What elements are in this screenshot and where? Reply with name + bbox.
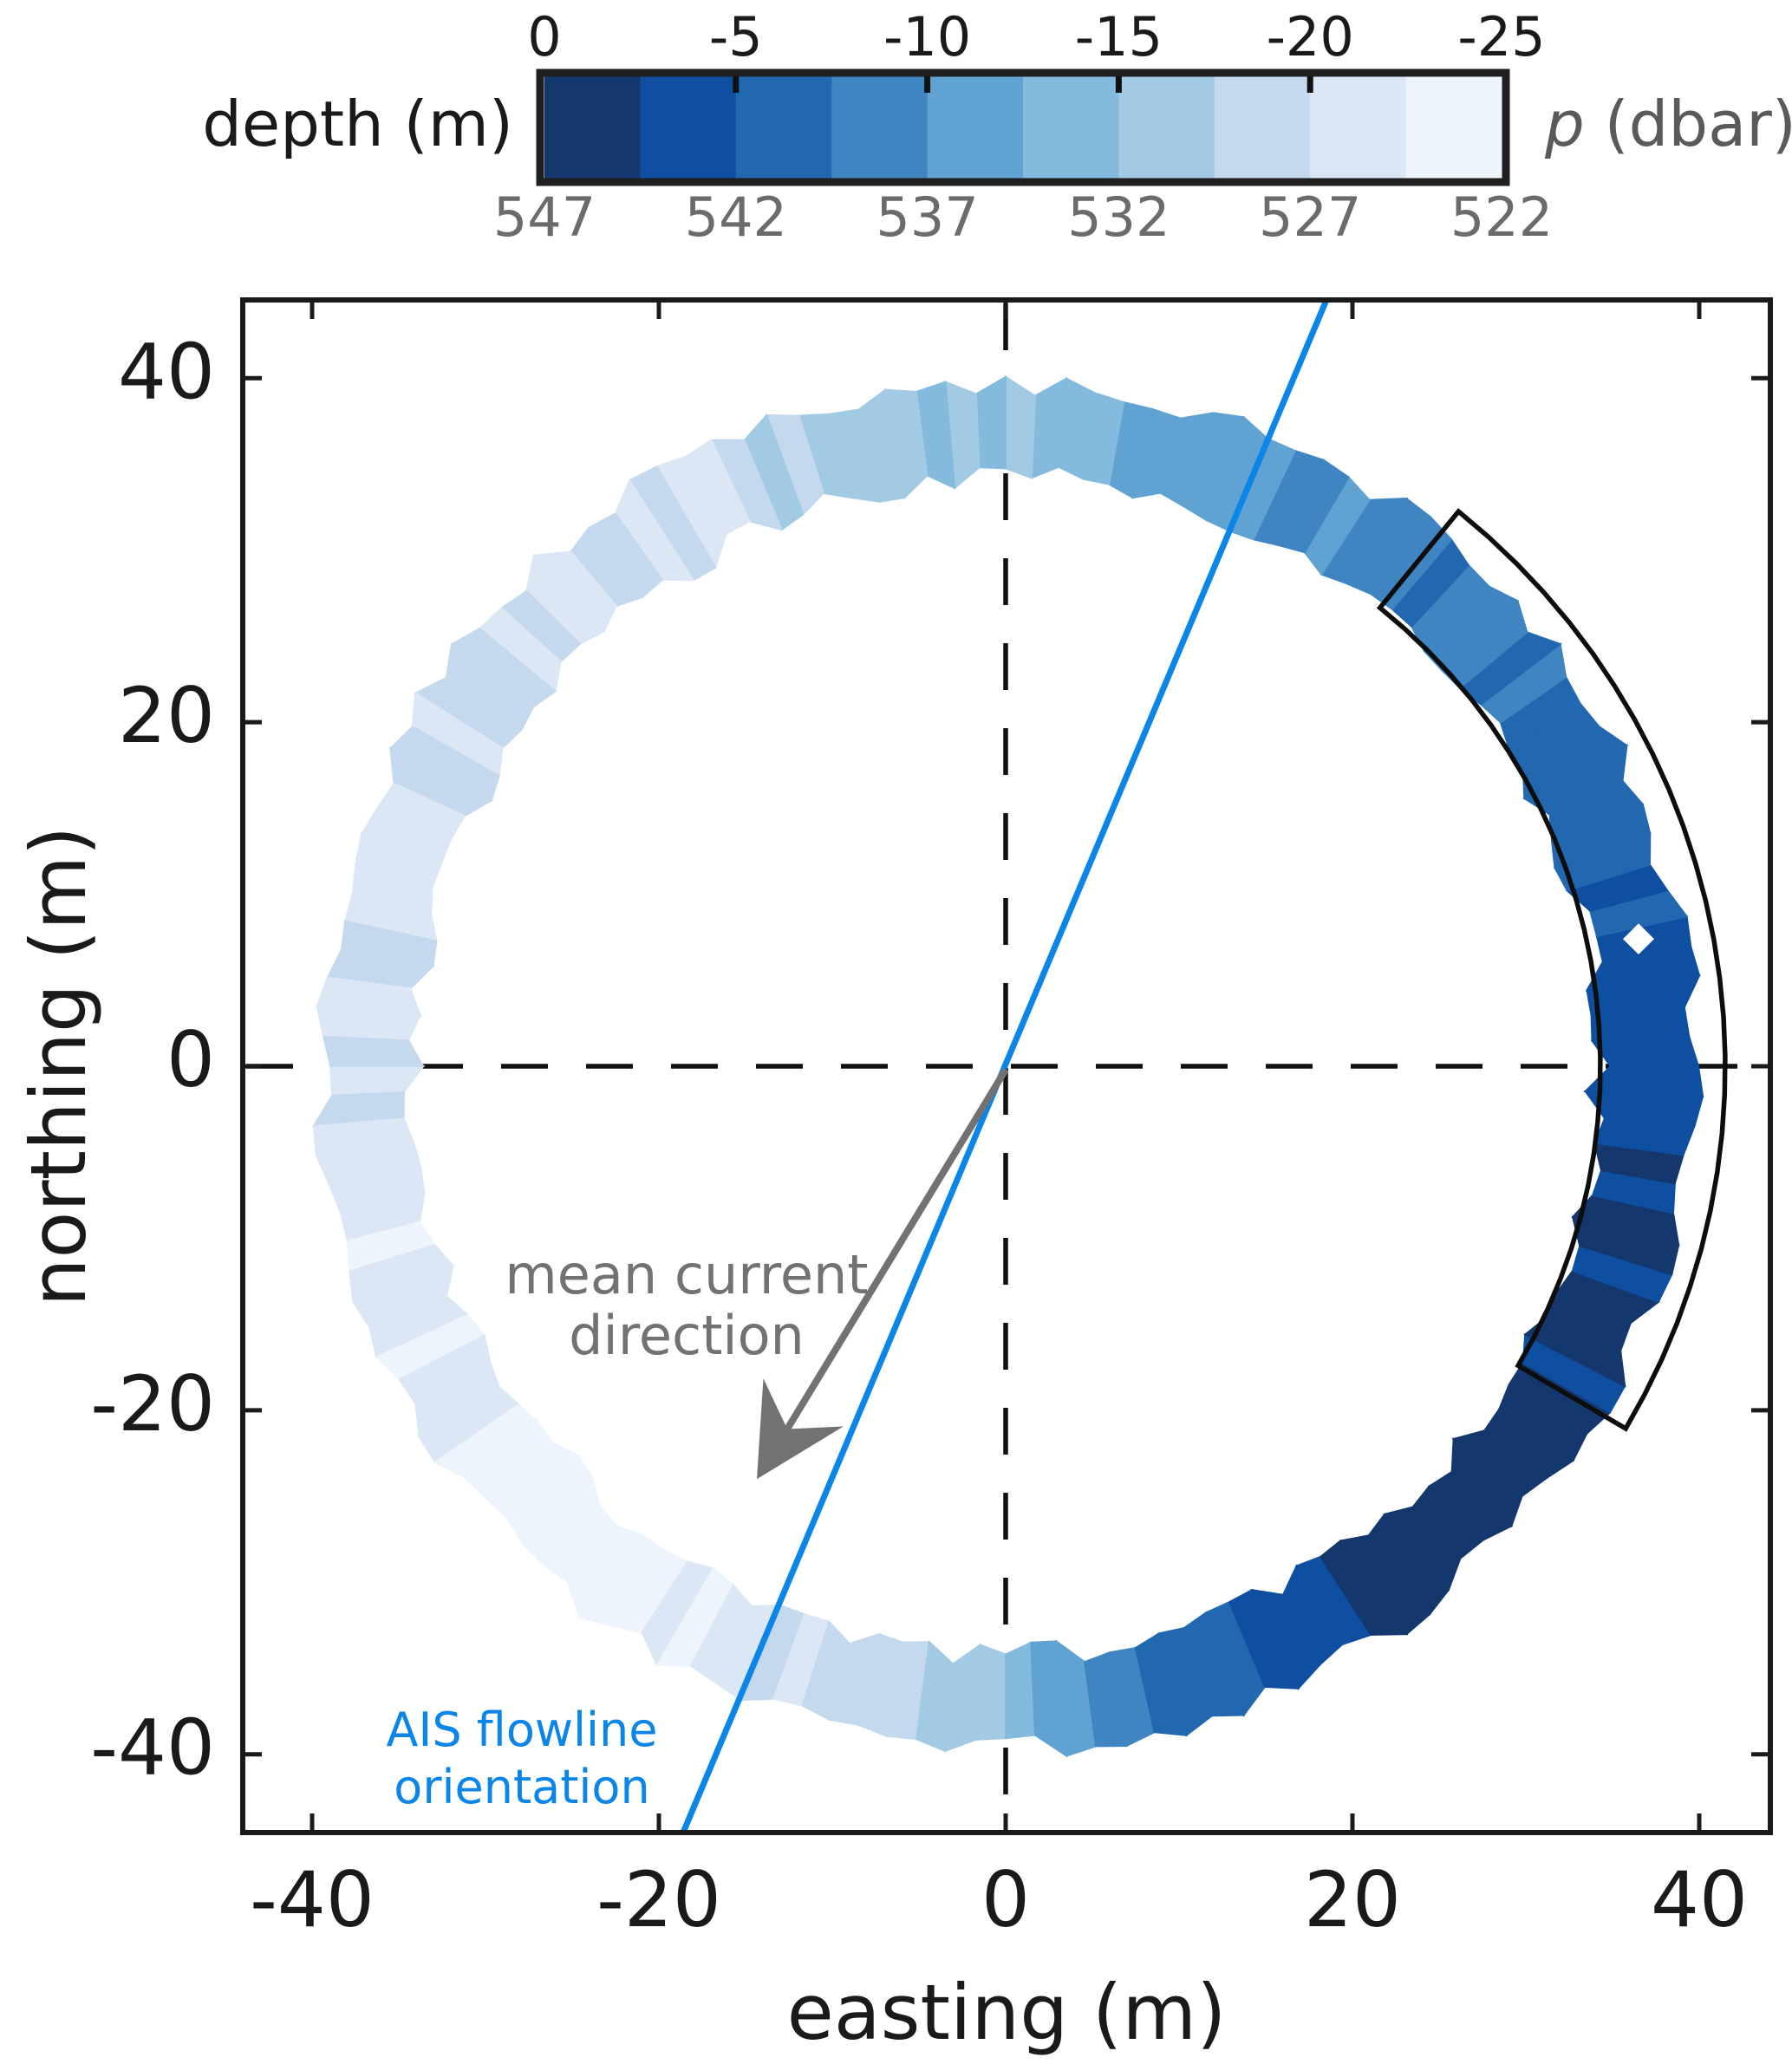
colorbar-segment — [1405, 76, 1502, 179]
mean-current-arrow-head — [757, 1378, 844, 1480]
colorbar-pressure-tick-label: 547 — [493, 186, 596, 249]
colorbar-depth-tick-label: -10 — [883, 5, 971, 68]
ring-segment — [974, 375, 1007, 470]
y-axis-label: northing (m) — [14, 826, 103, 1307]
x-tick-label: 0 — [981, 1855, 1030, 1944]
colorbar-segment — [735, 76, 833, 179]
colorbar-pressure-tick-label: 537 — [876, 186, 978, 249]
colorbar-segment — [1214, 76, 1312, 179]
colorbar-segment — [640, 76, 737, 179]
colorbar: 0 547 -5 542 -10 537 -15 532 -20 527 -25 522 — [493, 5, 1553, 249]
colorbar-depth-tick-label: -5 — [709, 5, 763, 68]
x-tick-label: 20 — [1304, 1855, 1401, 1944]
ring-segment — [323, 1035, 425, 1067]
colorbar-depth-tick-label: 0 — [527, 5, 561, 68]
colorbar-segment — [927, 76, 1024, 179]
ring-segment — [1005, 374, 1037, 479]
y-tick-label: -20 — [90, 1359, 215, 1449]
depth-colored-ring — [311, 374, 1704, 1758]
annotation-mean-current-line2: direction — [569, 1304, 805, 1367]
colorbar-depth-label: depth (m) — [202, 88, 513, 160]
ring-segment — [1590, 1035, 1700, 1067]
ring-gap-hole — [1623, 923, 1654, 954]
colorbar-pressure-label: p (dbar) — [1544, 88, 1792, 160]
colorbar-pressure-tick-label: 532 — [1067, 186, 1170, 249]
colorbar-segment — [1310, 76, 1407, 179]
colorbar-segment — [831, 76, 929, 179]
axes-box-and-ticks: -40 -20 0 20 40 -40 -20 0 20 40 — [90, 297, 1773, 1944]
x-tick-label: -40 — [250, 1855, 375, 1944]
colorbar-frame — [536, 68, 1510, 186]
ring-segment — [1005, 1641, 1037, 1740]
ring-segment — [1583, 1065, 1704, 1097]
colorbar-pressure-tick-label: 527 — [1259, 186, 1361, 249]
x-tick-label: -20 — [596, 1855, 721, 1944]
y-tick-label: -40 — [90, 1703, 215, 1793]
y-tick-label: 20 — [118, 671, 215, 760]
colorbar-segment — [1118, 76, 1215, 179]
ring-segment — [974, 1644, 1007, 1741]
colorbar-pressure-tick-label: 542 — [685, 186, 787, 249]
pressure-symbol: p — [1544, 88, 1585, 160]
y-tick-label: 40 — [118, 327, 215, 416]
colorbar-depth-tick-label: -15 — [1075, 5, 1163, 68]
colorbar-depth-tick-label: -20 — [1267, 5, 1354, 68]
mean-current-arrow-shaft — [784, 1067, 1009, 1431]
highlight-sector-outline — [1376, 508, 1728, 1432]
x-axis-label: easting (m) — [787, 1968, 1227, 2057]
y-tick-label: 0 — [166, 1015, 215, 1104]
colorbar-depth-tick-label: -25 — [1457, 5, 1545, 68]
ring-segment — [329, 1065, 426, 1097]
ais-flowline — [680, 298, 1330, 1834]
colorbar-segment — [544, 76, 642, 179]
colorbar-segment — [1023, 76, 1120, 179]
annotation-mean-current-line1: mean current — [505, 1243, 868, 1306]
annotation-flowline-line1: AIS flowline — [387, 1703, 658, 1757]
annotation-flowline-line2: orientation — [394, 1760, 649, 1814]
pressure-unit: (dbar) — [1585, 88, 1792, 160]
colorbar-pressure-tick-label: 522 — [1450, 186, 1553, 249]
flowline-and-arrow — [680, 298, 1330, 1834]
sector-outline — [1376, 508, 1728, 1432]
x-tick-label: 40 — [1651, 1855, 1748, 1944]
